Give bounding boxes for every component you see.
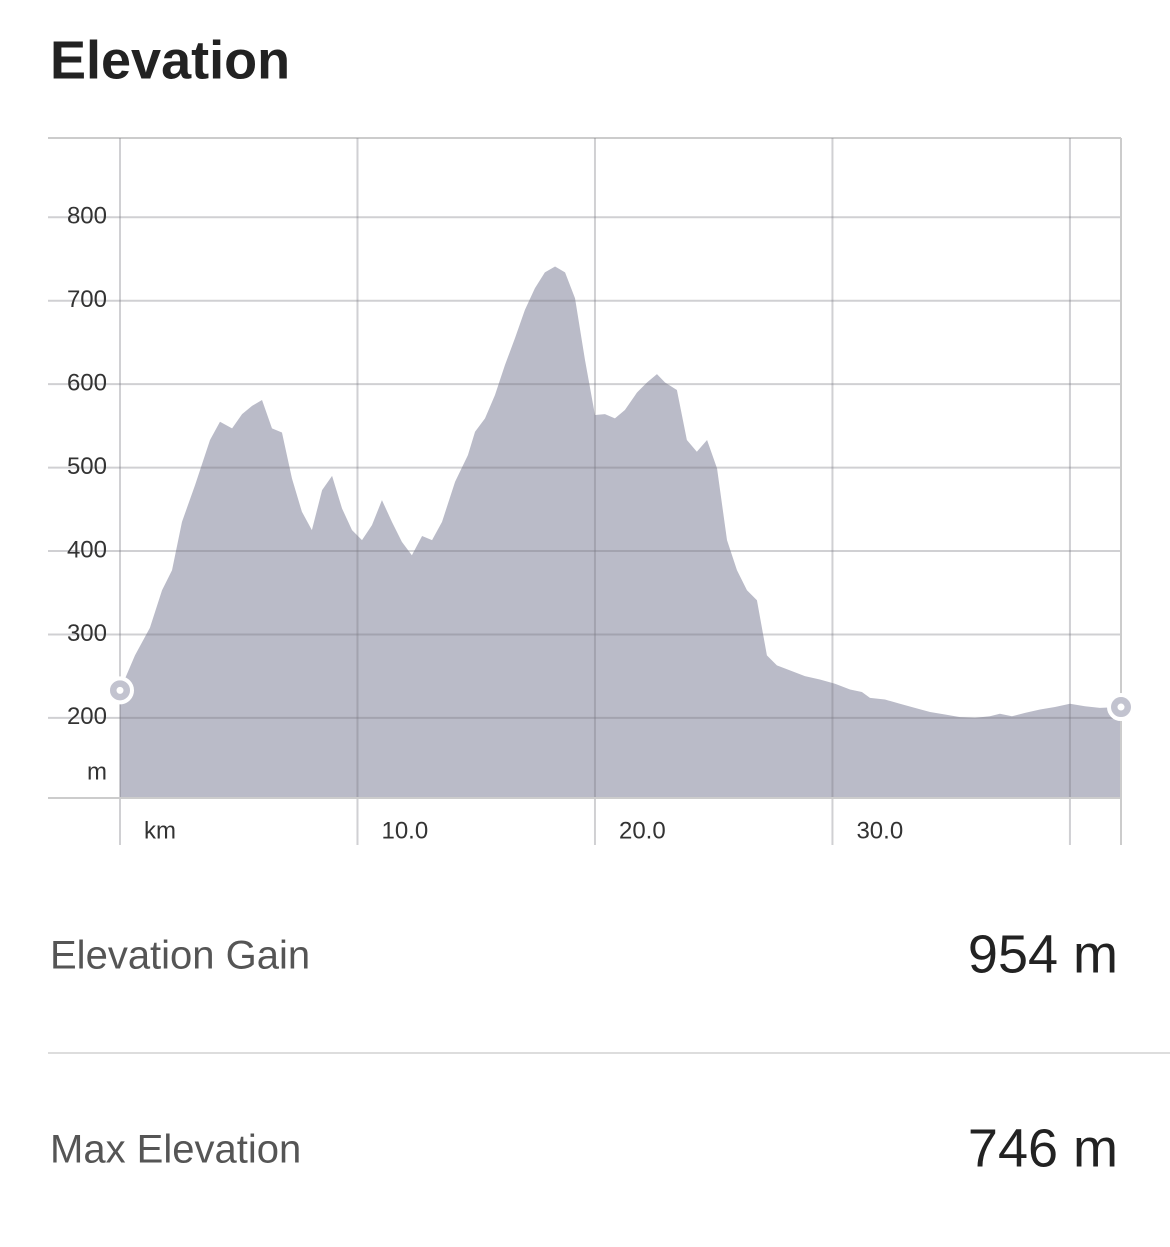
x-axis-unit: km (144, 817, 176, 844)
y-tick-label: 500 (67, 453, 107, 480)
x-tick-label: 10.0 (381, 817, 428, 844)
endpoint-dot (116, 686, 124, 694)
stat-label: Max Elevation (50, 1128, 301, 1172)
stat-value: 746 m (968, 1118, 1118, 1178)
chart-title: Elevation (50, 30, 290, 90)
plot: 200 300 400 500 600 700 800 m km 10.0 20.0 30.0 (48, 137, 1135, 845)
stat-value: 954 m (968, 924, 1118, 984)
stat-label: Elevation Gain (50, 934, 310, 978)
y-tick-label: 800 (67, 203, 107, 230)
y-tick-label: 300 (67, 620, 107, 647)
y-tick-label: 200 (67, 703, 107, 730)
y-tick-label: 700 (67, 286, 107, 313)
elevation-area (120, 266, 1121, 798)
endpoint-dot (1117, 703, 1125, 711)
x-tick-label: 30.0 (856, 817, 903, 844)
y-axis-unit: m (87, 758, 107, 785)
x-tick-label: 20.0 (619, 817, 666, 844)
y-tick-label: 400 (67, 536, 107, 563)
y-tick-label: 600 (67, 369, 107, 396)
